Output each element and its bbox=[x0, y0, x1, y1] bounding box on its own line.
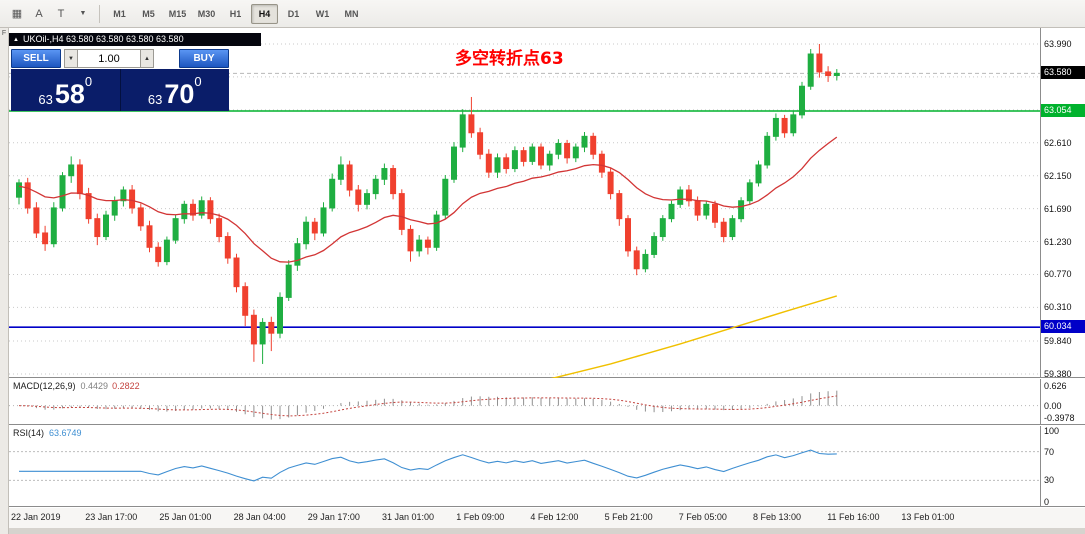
volume-increase-button[interactable]: ▲ bbox=[140, 49, 154, 68]
bid-pipette: 0 bbox=[84, 74, 93, 89]
level-price-badge: 60.034 bbox=[1041, 320, 1085, 334]
timeframe-h1-button[interactable]: H1 bbox=[229, 8, 242, 19]
rsi-tick-label: 70 bbox=[1044, 446, 1055, 457]
volume-decrease-button[interactable]: ▼ bbox=[64, 49, 78, 68]
rsi-tick-label: 30 bbox=[1044, 475, 1055, 486]
top-toolbar: ▦ A T ▼ M1 M5 M15 M30 H1 H4 D1 W1 MN bbox=[0, 0, 1085, 28]
collapse-triangle-icon[interactable]: ▲ bbox=[13, 37, 19, 43]
time-tick-label: 13 Feb 01:00 bbox=[901, 512, 955, 522]
macd-header: MACD(12,26,9) 0.4429 0.2822 bbox=[13, 381, 140, 391]
timeframe-m15-button[interactable]: M15 bbox=[168, 8, 187, 19]
price-tick-label: 61.690 bbox=[1044, 203, 1072, 214]
up-arrow-icon: ▲ bbox=[144, 55, 150, 62]
current-price-badge: 63.580 bbox=[1041, 66, 1085, 80]
new-chart-button[interactable]: ▦ bbox=[7, 4, 27, 24]
level-price-badge: 63.054 bbox=[1041, 103, 1085, 117]
rsi-tick-label: 100 bbox=[1044, 426, 1060, 436]
price-tick-label: 59.840 bbox=[1044, 336, 1072, 347]
macd-label: MACD(12,26,9) bbox=[13, 381, 76, 391]
rsi-tick-label: 0 bbox=[1044, 497, 1050, 507]
macd-tick-label: 0.00 bbox=[1044, 400, 1062, 411]
timeframe-m30-button[interactable]: M30 bbox=[197, 8, 216, 19]
time-tick-label: 23 Jan 17:00 bbox=[85, 512, 138, 522]
ask-big-digits: 70 bbox=[164, 79, 195, 109]
chart-annotation: 多空转折点63 bbox=[455, 49, 564, 69]
timeframe-m5-button[interactable]: M5 bbox=[142, 8, 155, 19]
time-tick-label: 5 Feb 21:00 bbox=[604, 512, 653, 522]
chart-window: ▲ UKOil-,H4 63.580 63.580 63.580 63.580 S… bbox=[9, 28, 1085, 528]
price-tick-label: 61.230 bbox=[1044, 236, 1072, 247]
chart-title-bar[interactable]: ▲ UKOil-,H4 63.580 63.580 63.580 63.580 bbox=[9, 33, 261, 46]
bid-big-digits: 58 bbox=[54, 79, 85, 109]
font-a-icon: A bbox=[35, 7, 43, 20]
macd-chart[interactable] bbox=[9, 379, 1040, 425]
timeframe-toolbar: M1 M5 M15 M30 H1 H4 D1 W1 MN bbox=[105, 3, 366, 24]
time-tick-label: 7 Feb 05:00 bbox=[678, 512, 727, 522]
time-tick-label: 4 Feb 12:00 bbox=[530, 512, 579, 522]
main-price-axis[interactable]: 63.990 62.610 62.150 61.690 61.230 60.770 60.3… bbox=[1040, 28, 1085, 379]
docked-toolbar-strip[interactable]: F bbox=[0, 28, 9, 534]
macd-tick-label: -0.3978 bbox=[1044, 413, 1075, 424]
time-axis[interactable]: 22 Jan 2019 23 Jan 17:00 25 Jan 01:00 28 Ja… bbox=[9, 508, 1085, 528]
rsi-header: RSI(14) 63.6749 bbox=[13, 428, 82, 438]
volume-input[interactable]: 1.00 bbox=[78, 49, 140, 68]
bid-prefix: 63 bbox=[38, 92, 53, 107]
rsi-price-axis[interactable]: 100 70 30 0 bbox=[1040, 426, 1085, 507]
rsi-label: RSI(14) bbox=[13, 428, 45, 438]
time-tick-label: 22 Jan 2019 bbox=[11, 512, 61, 522]
time-tick-label: 11 Feb 16:00 bbox=[827, 512, 880, 522]
macd-signal-value: 0.2822 bbox=[112, 381, 140, 391]
timeframe-m1-button[interactable]: M1 bbox=[113, 8, 126, 19]
strip-label: F bbox=[1, 30, 7, 37]
chart-title-text: UKOil-,H4 63.580 63.580 63.580 63.580 bbox=[22, 34, 184, 44]
timeframe-w1-button[interactable]: W1 bbox=[315, 8, 330, 19]
time-tick-label: 29 Jan 17:00 bbox=[307, 512, 360, 522]
font-button[interactable]: A bbox=[29, 4, 49, 24]
toolbar-separator bbox=[99, 4, 100, 23]
price-tick-label: 62.150 bbox=[1044, 170, 1072, 181]
time-tick-label: 25 Jan 01:00 bbox=[159, 512, 212, 522]
ask-pipette: 0 bbox=[194, 74, 202, 89]
macd-panel: MACD(12,26,9) 0.4429 0.2822 0.626 0.00 -0.39… bbox=[9, 379, 1085, 425]
time-tick-label: 28 Jan 04:00 bbox=[233, 512, 286, 522]
price-tick-label: 60.770 bbox=[1044, 269, 1072, 280]
timeframe-d1-button[interactable]: D1 bbox=[287, 8, 300, 19]
time-tick-label: 1 Feb 09:00 bbox=[456, 512, 505, 522]
macd-price-axis[interactable]: 0.626 0.00 -0.3978 bbox=[1040, 379, 1085, 424]
rsi-chart[interactable] bbox=[9, 426, 1040, 507]
main-chart-panel: ▲ UKOil-,H4 63.580 63.580 63.580 63.580 S… bbox=[9, 28, 1085, 379]
down-arrow-icon: ▼ bbox=[68, 55, 74, 62]
arrange-button[interactable]: ▼ bbox=[73, 4, 93, 24]
time-tick-label: 8 Feb 13:00 bbox=[753, 512, 802, 522]
price-tick-label: 60.310 bbox=[1044, 302, 1072, 313]
buy-button[interactable]: BUY bbox=[179, 49, 229, 68]
rsi-panel: RSI(14) 63.6749 100 70 30 0 bbox=[9, 426, 1085, 507]
sell-button[interactable]: SELL bbox=[11, 49, 61, 68]
price-tick-label: 62.610 bbox=[1044, 137, 1072, 148]
price-tick-label: 63.990 bbox=[1044, 38, 1072, 49]
text-t-icon: T bbox=[57, 7, 65, 20]
macd-tick-label: 0.626 bbox=[1044, 380, 1067, 391]
ask-prefix: 63 bbox=[147, 92, 163, 107]
timeframe-mn-button[interactable]: MN bbox=[344, 8, 359, 19]
bid-price[interactable]: 63 58 0 bbox=[11, 69, 121, 111]
timeframe-h4-button[interactable]: H4 bbox=[251, 3, 278, 24]
ask-price[interactable]: 63 70 0 bbox=[121, 69, 230, 111]
macd-main-value: 0.4429 bbox=[80, 381, 109, 391]
chart-grid-icon: ▦ bbox=[11, 8, 23, 20]
time-tick-label: 31 Jan 01:00 bbox=[382, 512, 435, 522]
dropdown-arrow-icon: ▼ bbox=[79, 10, 87, 17]
price-tick-label: 59.380 bbox=[1044, 368, 1072, 379]
rsi-value: 63.6749 bbox=[49, 428, 82, 438]
text-label-button[interactable]: T bbox=[51, 4, 71, 24]
one-click-trading-widget: SELL ▼ 1.00 ▲ BUY 63 58 0 63 70 0 bbox=[11, 49, 229, 111]
